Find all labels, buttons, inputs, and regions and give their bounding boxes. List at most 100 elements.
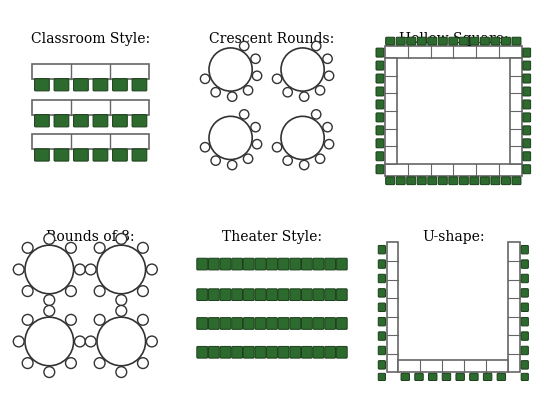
- FancyBboxPatch shape: [313, 289, 324, 301]
- Circle shape: [200, 142, 210, 152]
- Circle shape: [116, 295, 127, 305]
- FancyBboxPatch shape: [301, 258, 312, 270]
- FancyBboxPatch shape: [313, 258, 324, 270]
- Circle shape: [75, 264, 85, 275]
- FancyBboxPatch shape: [407, 177, 416, 185]
- FancyBboxPatch shape: [491, 37, 500, 45]
- FancyBboxPatch shape: [480, 177, 490, 185]
- Bar: [32, 64, 149, 79]
- FancyBboxPatch shape: [523, 48, 530, 57]
- FancyBboxPatch shape: [243, 346, 254, 358]
- FancyBboxPatch shape: [301, 318, 312, 329]
- FancyBboxPatch shape: [54, 79, 69, 91]
- Circle shape: [65, 358, 76, 368]
- FancyBboxPatch shape: [512, 37, 521, 45]
- FancyBboxPatch shape: [267, 289, 277, 301]
- FancyBboxPatch shape: [521, 274, 528, 283]
- FancyBboxPatch shape: [523, 61, 530, 70]
- Circle shape: [273, 142, 282, 152]
- Circle shape: [13, 264, 24, 275]
- Circle shape: [316, 86, 325, 95]
- Circle shape: [85, 264, 96, 275]
- FancyBboxPatch shape: [502, 37, 510, 45]
- FancyBboxPatch shape: [523, 165, 530, 174]
- FancyBboxPatch shape: [480, 37, 490, 45]
- FancyBboxPatch shape: [449, 37, 458, 45]
- FancyBboxPatch shape: [521, 303, 528, 312]
- Circle shape: [239, 110, 249, 119]
- FancyBboxPatch shape: [512, 177, 521, 185]
- FancyBboxPatch shape: [232, 318, 243, 329]
- FancyBboxPatch shape: [301, 289, 312, 301]
- FancyBboxPatch shape: [278, 346, 289, 358]
- FancyBboxPatch shape: [470, 177, 479, 185]
- FancyBboxPatch shape: [197, 318, 208, 329]
- FancyBboxPatch shape: [278, 289, 289, 301]
- FancyBboxPatch shape: [132, 115, 147, 127]
- FancyBboxPatch shape: [470, 37, 479, 45]
- FancyBboxPatch shape: [378, 361, 386, 369]
- FancyBboxPatch shape: [243, 258, 254, 270]
- FancyBboxPatch shape: [232, 346, 243, 358]
- Circle shape: [85, 336, 96, 347]
- Circle shape: [116, 367, 127, 378]
- FancyBboxPatch shape: [521, 289, 528, 297]
- Bar: [32, 100, 149, 115]
- FancyBboxPatch shape: [376, 139, 384, 148]
- Circle shape: [97, 317, 146, 366]
- FancyBboxPatch shape: [255, 318, 266, 329]
- Circle shape: [252, 139, 262, 149]
- Text: Hollow Square:: Hollow Square:: [399, 32, 508, 46]
- FancyBboxPatch shape: [336, 346, 347, 358]
- Circle shape: [94, 358, 105, 368]
- Circle shape: [75, 336, 85, 347]
- Circle shape: [281, 48, 324, 91]
- FancyBboxPatch shape: [376, 61, 384, 70]
- Circle shape: [116, 234, 127, 244]
- Circle shape: [146, 264, 157, 275]
- Bar: [385, 58, 397, 164]
- FancyBboxPatch shape: [523, 100, 530, 109]
- FancyBboxPatch shape: [459, 37, 468, 45]
- Circle shape: [65, 242, 76, 253]
- FancyBboxPatch shape: [378, 289, 386, 297]
- FancyBboxPatch shape: [54, 115, 69, 127]
- FancyBboxPatch shape: [301, 346, 312, 358]
- Circle shape: [312, 41, 321, 51]
- FancyBboxPatch shape: [497, 373, 505, 381]
- Circle shape: [300, 92, 309, 101]
- Circle shape: [25, 317, 73, 366]
- FancyBboxPatch shape: [469, 373, 478, 381]
- Circle shape: [44, 367, 55, 378]
- FancyBboxPatch shape: [73, 115, 88, 127]
- Circle shape: [300, 160, 309, 170]
- FancyBboxPatch shape: [521, 318, 528, 326]
- FancyBboxPatch shape: [459, 177, 468, 185]
- FancyBboxPatch shape: [396, 177, 405, 185]
- FancyBboxPatch shape: [255, 346, 266, 358]
- FancyBboxPatch shape: [267, 258, 277, 270]
- Circle shape: [138, 242, 149, 253]
- FancyBboxPatch shape: [401, 373, 410, 381]
- FancyBboxPatch shape: [376, 165, 384, 174]
- Circle shape: [323, 123, 332, 132]
- Circle shape: [209, 48, 252, 91]
- FancyBboxPatch shape: [523, 139, 530, 148]
- FancyBboxPatch shape: [438, 177, 447, 185]
- FancyBboxPatch shape: [197, 289, 208, 301]
- FancyBboxPatch shape: [197, 346, 208, 358]
- FancyBboxPatch shape: [73, 79, 88, 91]
- Circle shape: [227, 92, 237, 101]
- Bar: [508, 242, 520, 372]
- FancyBboxPatch shape: [417, 37, 426, 45]
- FancyBboxPatch shape: [376, 48, 384, 57]
- FancyBboxPatch shape: [378, 245, 386, 254]
- FancyBboxPatch shape: [378, 260, 386, 268]
- Circle shape: [211, 156, 220, 165]
- Circle shape: [283, 87, 292, 97]
- FancyBboxPatch shape: [523, 152, 530, 161]
- Circle shape: [138, 286, 149, 297]
- FancyBboxPatch shape: [523, 74, 530, 83]
- FancyBboxPatch shape: [243, 289, 254, 301]
- FancyBboxPatch shape: [521, 346, 528, 355]
